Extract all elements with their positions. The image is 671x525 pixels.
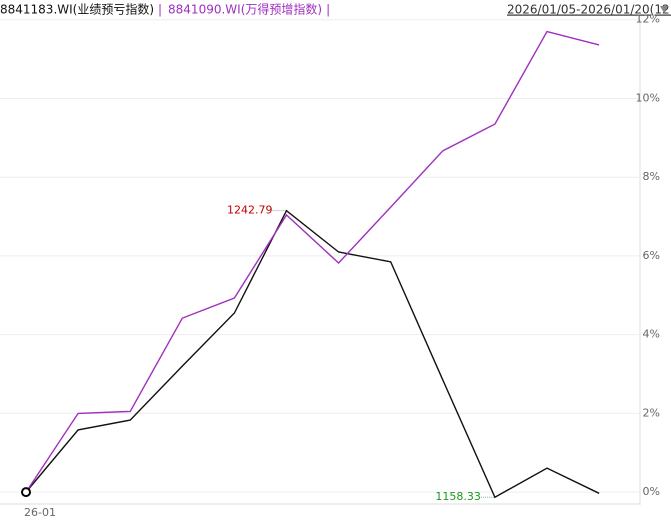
legend-entry: 8841183.WI(业绩预亏指数): [0, 2, 154, 17]
annotation: 1242.79: [227, 204, 273, 217]
y-tick-label: 6%: [643, 249, 660, 262]
y-tick-label: 8%: [643, 170, 660, 183]
annotation: 1158.33: [435, 490, 481, 503]
legend-entry: 8841090.WI(万得预增指数): [168, 2, 322, 17]
series-line: [25, 30, 600, 493]
x-tick-label: 26-01: [24, 506, 56, 519]
legend-separator: |: [326, 3, 330, 17]
legend-separator: |: [158, 3, 162, 17]
y-tick-label: 4%: [643, 328, 660, 341]
y-tick-label: 12%: [636, 13, 660, 26]
start-marker: [21, 487, 31, 498]
y-tick-label: 0%: [643, 485, 660, 498]
dropdown-icon[interactable]: [660, 6, 668, 13]
y-tick-label: 10%: [636, 91, 660, 104]
date-range[interactable]: 2026/01/05-2026/01/20(12日): [507, 3, 671, 17]
y-tick-label: 2%: [643, 406, 660, 419]
series-line: [25, 209, 600, 499]
